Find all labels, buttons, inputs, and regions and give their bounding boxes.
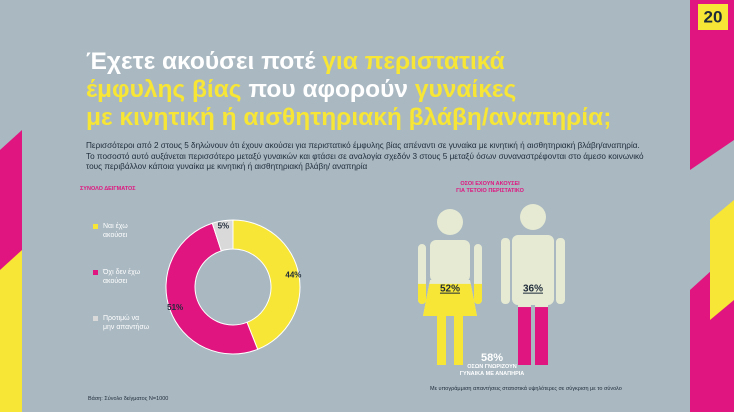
title-segment: για περιστατικά [322, 48, 505, 75]
body-text: Περισσότεροι από 2 στους 5 δηλώνουν ότι … [86, 141, 644, 171]
page-number: 20 [704, 7, 723, 26]
legend-label: Όχι δεν έχω ακούσει [103, 269, 141, 285]
donut-slice [232, 219, 301, 350]
significance-note: Με υπογράμμιση απαντήσεις στατιστικά υψη… [430, 386, 622, 392]
legend-swatch [93, 224, 98, 229]
decor [0, 250, 22, 412]
legend-label: Ναι έχω ακούσει [103, 223, 128, 239]
legend-swatch [93, 270, 98, 275]
chart-subtitle: ΟΣΟΙ ΕΧΟΥΝ ΑΚΟΥΣΕΙ ΓΙΑ ΤΕΤΟΙΟ ΠΕΡΙΣΤΑΤΙΚ… [456, 181, 524, 194]
base-note: Βάση: Σύνολο δείγματος Ν=1000 [88, 396, 169, 402]
title-segment: Έχετε ακούσει ποτέ [86, 48, 323, 75]
figure-fill [418, 283, 482, 365]
title-line: Έχετε ακούσει ποτέ για περιστατικά [86, 48, 611, 76]
donut-slice [211, 219, 234, 252]
title-segment: με κινητική ή αισθητηριακή βλάβη/αναπηρί… [86, 104, 612, 131]
title-segment: έμφυλης βίας [86, 76, 249, 103]
legend-label: Προτιμώ να μην απαντήσω [103, 315, 150, 331]
title-line: με κινητική ή αισθητηριακή βλάβη/αναπηρί… [86, 104, 611, 132]
title: Έχετε ακούσει ποτέ για περιστατικά έμφυλη… [86, 48, 611, 132]
decor [710, 200, 734, 320]
title-segment: που αφορούν [248, 76, 415, 103]
donut-slice [165, 222, 259, 355]
value-label: 5% [218, 221, 230, 230]
title-line: έμφυλης βίας που αφορούν γυναίκες [86, 76, 611, 104]
decor [0, 130, 22, 280]
chart-subtitle: ΣΥΝΟΛΟ ΔΕΙΓΜΑΤΟΣ [80, 186, 136, 192]
value-label: 52% [440, 284, 460, 295]
legend-swatch [93, 316, 98, 321]
annotation-text: ΟΣΩΝ ΓΝΩΡΙΖΟΥΝ ΓΥΝΑΙΚΑ ΜΕ ΑΝΑΠΗΡΙΑ [459, 364, 525, 377]
value-label: 44% [285, 271, 301, 280]
annotation-value: 58% [481, 352, 503, 364]
figure-fill [501, 307, 565, 365]
decor [690, 0, 734, 170]
value-label: 36% [523, 284, 543, 295]
page-badge [698, 4, 728, 30]
value-label: 51% [167, 303, 183, 312]
title-segment: γυναίκες [414, 76, 517, 103]
